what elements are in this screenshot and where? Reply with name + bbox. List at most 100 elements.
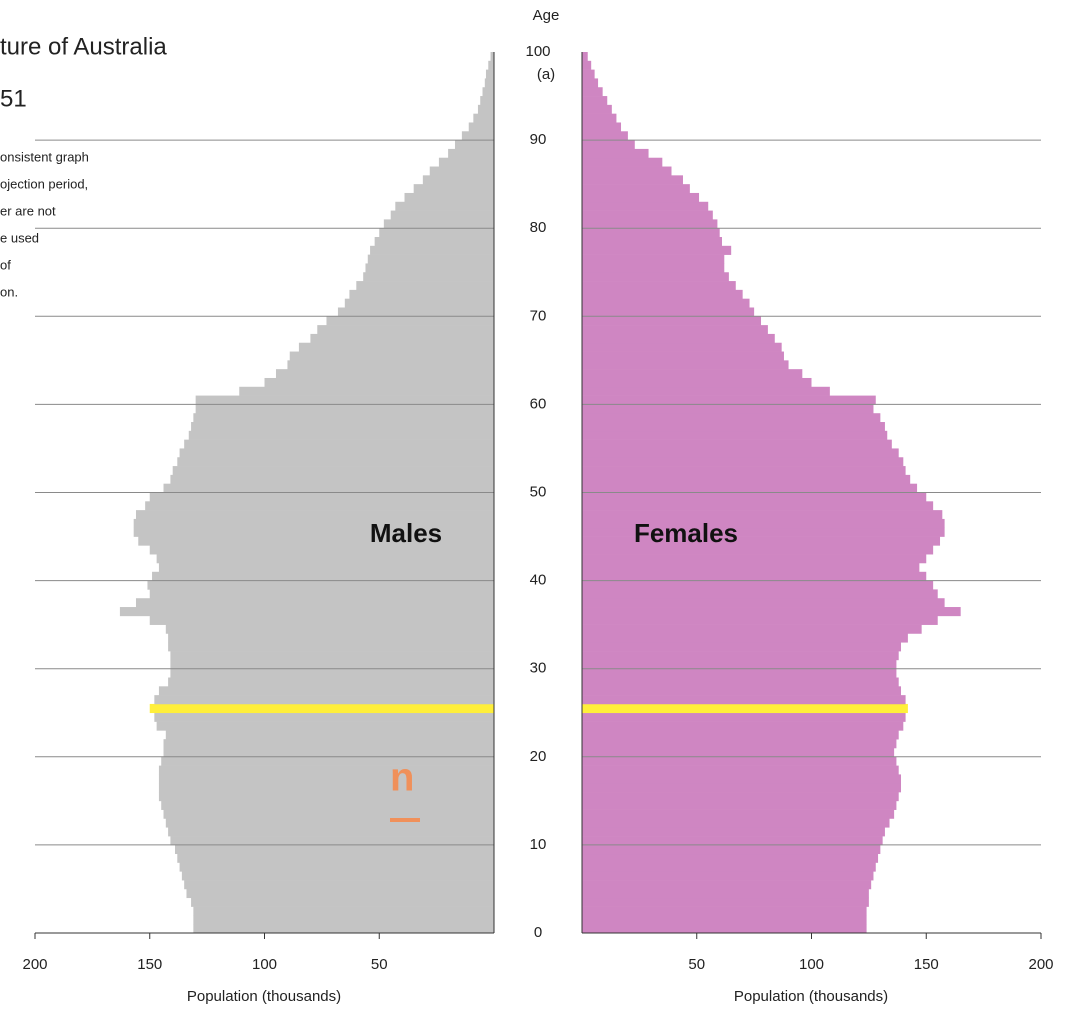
bar [158,562,494,573]
bar [379,228,494,238]
bar [582,210,713,220]
chart-title: ture of Australia [0,33,167,60]
bar [179,448,494,458]
bar [161,756,494,766]
bar [170,668,494,678]
bar [239,386,494,396]
bar [582,659,897,669]
bar [135,510,495,520]
y-tick-label: 80 [530,219,547,236]
bar [582,501,934,511]
bar [395,201,494,211]
bar [485,69,494,79]
bar [275,369,494,379]
bar [582,219,718,229]
bar [582,924,867,934]
bar [174,844,494,855]
x-tick-label: 100 [252,956,277,973]
y-tick-label: 50 [530,483,547,500]
bar [158,792,494,802]
bar [582,140,635,150]
bar [582,915,867,925]
bar [367,254,494,264]
bar [356,281,494,291]
bar [454,140,494,150]
bar [193,915,495,925]
bar [170,651,494,661]
bar [191,897,494,907]
y-tick-label: 0 [534,924,542,941]
bar [119,607,494,617]
bar [480,96,494,106]
bar [582,774,902,784]
bar [172,466,494,476]
bar [582,562,920,573]
chart-subtitle: 51 [0,85,27,112]
bar [582,386,830,396]
legend-label: Males [370,518,442,548]
bar [582,800,897,810]
bar [193,924,495,934]
bar [582,342,782,352]
bar [149,492,494,502]
bar [168,827,495,837]
bar [287,360,494,370]
bar [191,422,494,432]
bar [289,351,494,361]
bar [582,148,649,159]
bar [582,192,700,203]
bar [582,351,784,361]
bar [582,607,961,617]
bar [163,483,494,493]
bar [195,395,494,405]
bar [154,712,494,722]
bar [582,792,899,802]
bar [582,439,892,449]
bar [582,712,906,722]
bar [582,827,885,837]
bar [582,545,934,555]
bar [349,289,494,299]
bar [582,413,881,423]
bar [582,862,876,872]
bar [582,897,869,907]
legend-label: Females [634,518,738,548]
bar [179,862,494,872]
bar [413,184,494,194]
bar [264,377,494,388]
link[interactable]: n [390,756,414,800]
bar [582,747,895,758]
bar [374,237,494,247]
bar [582,668,897,678]
bar [429,166,494,176]
bar [473,113,494,123]
bar [582,695,906,705]
bar [448,148,494,159]
bar [582,430,888,440]
bar [163,809,494,819]
bar [582,510,943,520]
bar [170,836,494,846]
bar [582,377,812,388]
bar [161,800,494,810]
bar [482,87,494,97]
bar [582,87,603,97]
bar [484,78,494,88]
x-tick-label: 50 [371,956,388,973]
bar [582,272,729,282]
bar [582,721,904,731]
bar [186,888,494,899]
bar [163,739,494,749]
bar [582,263,725,273]
bar [383,219,494,229]
bar [582,615,938,625]
bar [390,210,494,220]
x-tick-label: 200 [1028,956,1053,973]
bar [170,474,494,484]
y-top-note: (a) [537,66,555,83]
bar [582,69,595,79]
y-tick-label: 40 [530,572,547,589]
bar [582,52,588,62]
bar [582,598,945,608]
bar [170,659,494,669]
